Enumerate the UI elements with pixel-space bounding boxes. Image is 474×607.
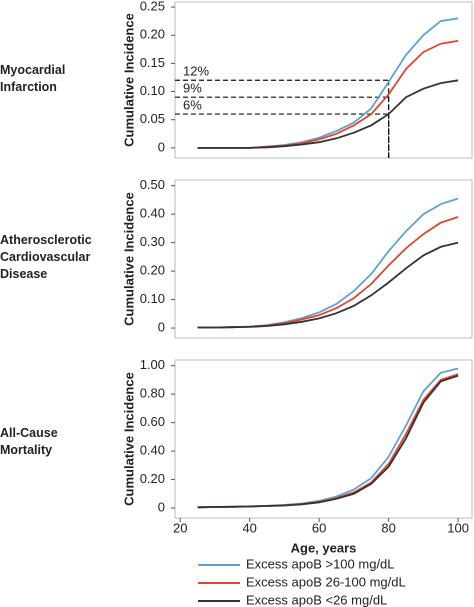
series-line: [197, 241, 459, 329]
series-line: [197, 374, 459, 509]
y-axis-label: Cumulative Incidence: [121, 13, 136, 147]
y-tick-label: 0.20: [140, 263, 165, 278]
x-tick-label: 80: [381, 520, 395, 535]
annotation: 9%: [183, 81, 202, 96]
plot-frame: [174, 179, 473, 339]
y-tick-label: 0.40: [140, 206, 165, 221]
y-tick-label: 0: [158, 319, 165, 334]
y-axis-label: Cumulative Incidence: [121, 192, 136, 326]
x-tick-label: 60: [312, 520, 326, 535]
panel-title: Atherosclerotic Cardiovascular Disease: [0, 233, 92, 281]
y-tick-label: 0: [158, 499, 165, 514]
x-tick-label: 20: [173, 520, 187, 535]
annotation: 6%: [183, 98, 202, 113]
y-tick-label: 0.25: [140, 0, 165, 14]
series-line: [197, 367, 459, 509]
annotation: 12%: [183, 64, 209, 79]
y-tick-label: 0.15: [140, 55, 165, 70]
legend-label: Excess apoB <26 mg/dL: [246, 592, 387, 607]
series-line: [197, 373, 459, 509]
series-line: [197, 197, 459, 329]
series-line: [197, 79, 459, 149]
y-tick-label: 0.20: [140, 471, 165, 486]
panel-title: All-Cause Mortality: [0, 426, 58, 457]
y-tick-label: 0.20: [140, 27, 165, 42]
x-axis-label: Age, years: [291, 540, 357, 555]
y-tick-label: 0.05: [140, 111, 165, 126]
series-line: [197, 17, 459, 149]
series-line: [197, 216, 459, 329]
plot-frame: [174, 359, 473, 519]
y-tick-label: 1.00: [140, 357, 165, 372]
x-tick-label: 40: [242, 520, 256, 535]
y-tick-label: 0.40: [140, 443, 165, 458]
series-line: [197, 40, 459, 149]
y-tick-label: 0.80: [140, 386, 165, 401]
y-tick-label: 0.50: [140, 177, 165, 192]
y-tick-label: 0.60: [140, 414, 165, 429]
panel-title: Myocardial Infarction: [0, 63, 66, 94]
y-tick-label: 0.10: [140, 83, 165, 98]
y-tick-label: 0.30: [140, 234, 165, 249]
y-tick-label: 0: [158, 139, 165, 154]
x-tick-label: 100: [447, 520, 469, 535]
legend-label: Excess apoB >100 mg/dL: [246, 556, 395, 571]
legend-label: Excess apoB 26-100 mg/dL: [246, 574, 406, 589]
y-tick-label: 0.10: [140, 291, 165, 306]
y-axis-label: Cumulative Incidence: [121, 372, 136, 506]
